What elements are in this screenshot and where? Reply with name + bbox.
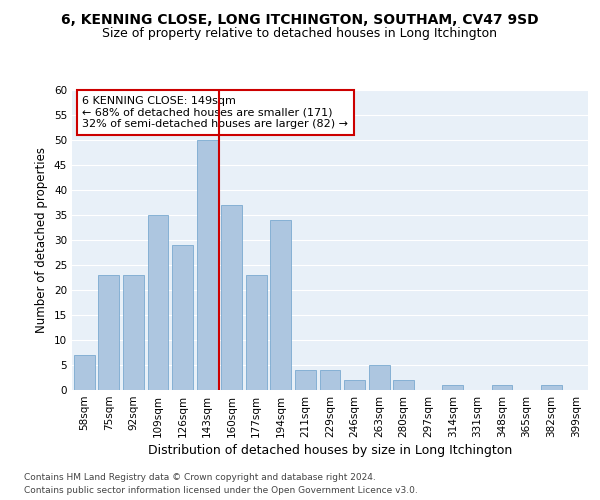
- Text: Contains public sector information licensed under the Open Government Licence v3: Contains public sector information licen…: [24, 486, 418, 495]
- X-axis label: Distribution of detached houses by size in Long Itchington: Distribution of detached houses by size …: [148, 444, 512, 457]
- Bar: [442, 385, 463, 390]
- Bar: [172, 245, 193, 390]
- Bar: [393, 380, 414, 390]
- Text: 6 KENNING CLOSE: 149sqm
← 68% of detached houses are smaller (171)
32% of semi-d: 6 KENNING CLOSE: 149sqm ← 68% of detache…: [82, 96, 349, 129]
- Text: Size of property relative to detached houses in Long Itchington: Size of property relative to detached ho…: [103, 28, 497, 40]
- Bar: [246, 275, 267, 390]
- Text: 6, KENNING CLOSE, LONG ITCHINGTON, SOUTHAM, CV47 9SD: 6, KENNING CLOSE, LONG ITCHINGTON, SOUTH…: [61, 12, 539, 26]
- Y-axis label: Number of detached properties: Number of detached properties: [35, 147, 49, 333]
- Bar: [197, 140, 218, 390]
- Bar: [148, 215, 169, 390]
- Bar: [123, 275, 144, 390]
- Bar: [368, 365, 389, 390]
- Bar: [320, 370, 340, 390]
- Bar: [541, 385, 562, 390]
- Bar: [295, 370, 316, 390]
- Bar: [491, 385, 512, 390]
- Bar: [74, 355, 95, 390]
- Bar: [98, 275, 119, 390]
- Bar: [271, 220, 292, 390]
- Text: Contains HM Land Registry data © Crown copyright and database right 2024.: Contains HM Land Registry data © Crown c…: [24, 474, 376, 482]
- Bar: [344, 380, 365, 390]
- Bar: [221, 205, 242, 390]
